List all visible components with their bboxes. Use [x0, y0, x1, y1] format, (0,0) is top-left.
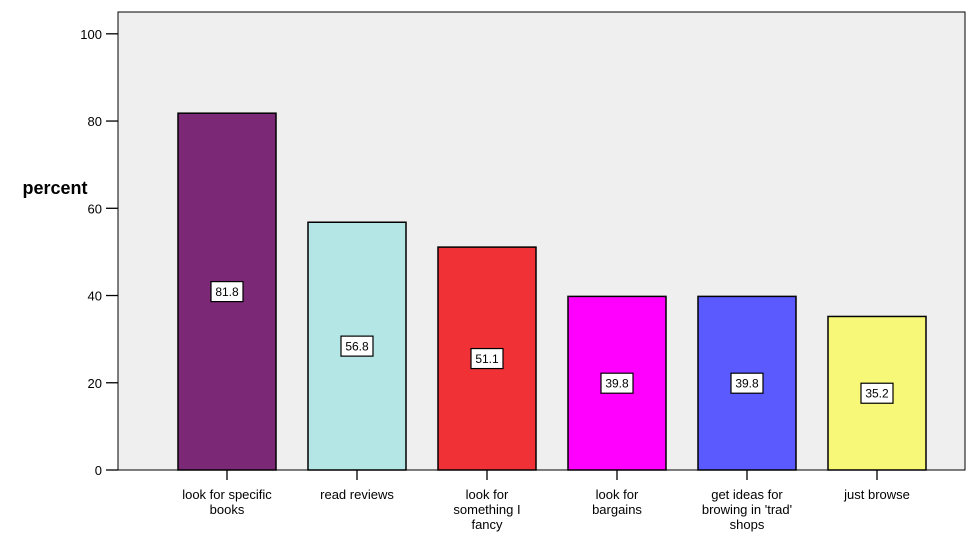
x-tick-label-line: look for specific [182, 487, 272, 502]
data-label: 51.1 [470, 347, 504, 370]
data-label: 56.8 [340, 335, 374, 357]
x-tick-label-line: look for [596, 487, 639, 502]
x-tick-label: get ideas for browing in 'trad' shops [702, 487, 792, 532]
x-axis: look for specific books read reviews look f… [182, 470, 910, 532]
data-label-text: 51.1 [475, 352, 499, 366]
y-axis: 0 20 40 60 80 100 [80, 27, 118, 478]
x-tick-label-line: bargains [592, 502, 642, 517]
data-label: 39.8 [730, 372, 764, 394]
y-tick-label: 100 [80, 27, 102, 42]
data-label-box [860, 382, 894, 404]
bars: 81.8 56.8 51.1 39.8 39.8 35.2 [177, 112, 927, 471]
y-tick-label: 40 [88, 289, 102, 304]
x-tick-label: just browse [843, 487, 910, 502]
x-tick-label-line: just browse [843, 487, 910, 502]
x-tick-label: look for specific books [182, 487, 272, 517]
data-label: 39.8 [600, 372, 634, 394]
data-label-box [340, 335, 374, 357]
data-label-text: 35.2 [865, 387, 889, 401]
y-tick-label: 80 [88, 114, 102, 129]
data-label-box [600, 372, 634, 394]
y-axis-title: percent [22, 178, 87, 198]
x-tick-label-line: fancy [471, 517, 503, 532]
y-tick-label: 60 [88, 201, 102, 216]
data-label-box [470, 347, 504, 370]
data-label-text: 56.8 [345, 340, 369, 354]
y-tick-label: 20 [88, 376, 102, 391]
data-label-box [730, 372, 764, 394]
x-tick-label-line: books [210, 502, 245, 517]
data-label: 81.8 [210, 280, 244, 303]
data-label-text: 39.8 [605, 377, 629, 391]
y-tick-label: 0 [95, 463, 102, 478]
x-tick-label-line: read reviews [320, 487, 394, 502]
x-tick-label: read reviews [320, 487, 394, 502]
x-tick-label-line: browing in 'trad' [702, 502, 792, 517]
x-tick-label: look for bargains [592, 487, 642, 517]
x-tick-label-line: look for [466, 487, 509, 502]
x-tick-label-line: shops [730, 517, 765, 532]
data-label-box [210, 280, 244, 303]
x-tick-label-line: something I [453, 502, 520, 517]
data-label-text: 81.8 [215, 285, 239, 299]
data-label: 35.2 [860, 382, 894, 404]
data-label-text: 39.8 [735, 377, 759, 391]
x-tick-label-line: get ideas for [711, 487, 783, 502]
